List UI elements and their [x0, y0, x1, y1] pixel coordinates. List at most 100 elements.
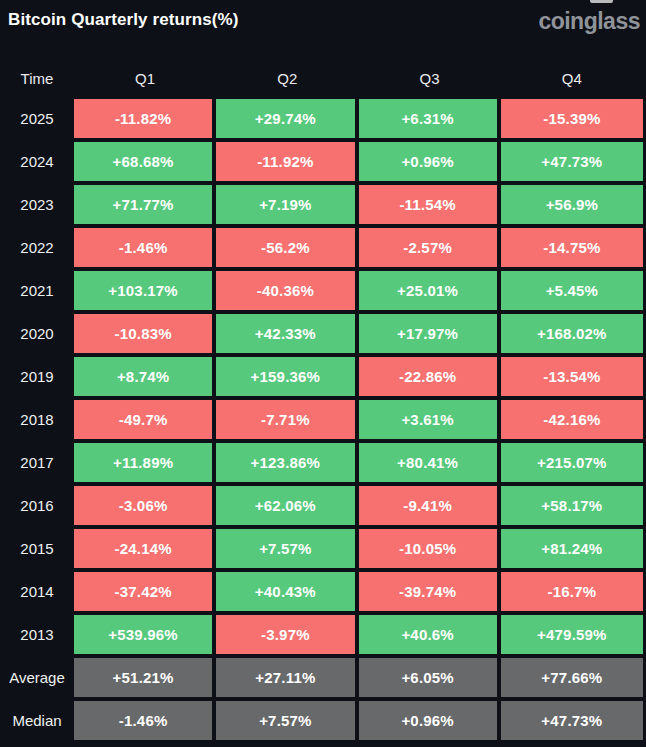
- return-cell: +25.01%: [359, 271, 497, 310]
- return-cell: +77.66%: [501, 658, 643, 697]
- column-header-q4: Q4: [501, 70, 643, 87]
- page-title: Bitcoin Quarterly returns(%): [8, 10, 238, 30]
- return-cell: -16.7%: [501, 572, 643, 611]
- return-cell: +40.6%: [359, 615, 497, 654]
- table-row: 2024+68.68%-11.92%+0.96%+47.73%: [0, 142, 646, 181]
- table-row: Median-1.46%+7.57%+0.96%+47.73%: [0, 701, 646, 740]
- return-cell: -1.46%: [74, 701, 212, 740]
- column-header-q2: Q2: [216, 70, 358, 87]
- return-cell: -7.71%: [216, 400, 354, 439]
- return-cell: -10.05%: [359, 529, 497, 568]
- return-cell: +47.73%: [501, 701, 643, 740]
- return-cell: +80.41%: [359, 443, 497, 482]
- table-row: 2018-49.7%-7.71%+3.61%-42.16%: [0, 400, 646, 439]
- row-label: Average: [0, 658, 74, 697]
- return-cell: +68.68%: [74, 142, 212, 181]
- table-row: 2016-3.06%+62.06%-9.41%+58.17%: [0, 486, 646, 525]
- return-cell: -56.2%: [216, 228, 354, 267]
- row-label: 2023: [0, 185, 74, 224]
- return-cell: +40.43%: [216, 572, 354, 611]
- return-cell: -3.06%: [74, 486, 212, 525]
- return-cell: +539.96%: [74, 615, 212, 654]
- row-label: 2017: [0, 443, 74, 482]
- table-row: 2020-10.83%+42.33%+17.97%+168.02%: [0, 314, 646, 353]
- return-cell: -9.41%: [359, 486, 497, 525]
- return-cell: +51.21%: [74, 658, 212, 697]
- table-row: 2025-11.82%+29.74%+6.31%-15.39%: [0, 99, 646, 138]
- return-cell: -15.39%: [501, 99, 643, 138]
- return-cell: +215.07%: [501, 443, 643, 482]
- return-cell: +47.73%: [501, 142, 643, 181]
- column-header-row: Time Q1 Q2 Q3 Q4: [0, 60, 646, 96]
- return-cell: -42.16%: [501, 400, 643, 439]
- return-cell: +6.31%: [359, 99, 497, 138]
- table-row: 2015-24.14%+7.57%-10.05%+81.24%: [0, 529, 646, 568]
- return-cell: +103.17%: [74, 271, 212, 310]
- return-cell: +62.06%: [216, 486, 354, 525]
- return-cell: +7.57%: [216, 701, 354, 740]
- return-cell: -14.75%: [501, 228, 643, 267]
- table-row: 2019+8.74%+159.36%-22.86%-13.54%: [0, 357, 646, 396]
- return-cell: +58.17%: [501, 486, 643, 525]
- scrollbar-thumb-artifact: [590, 0, 613, 3]
- return-cell: -37.42%: [74, 572, 212, 611]
- return-cell: +11.89%: [74, 443, 212, 482]
- return-cell: -11.54%: [359, 185, 497, 224]
- return-cell: -24.14%: [74, 529, 212, 568]
- table-row: 2023+71.77%+7.19%-11.54%+56.9%: [0, 185, 646, 224]
- return-cell: +0.96%: [359, 701, 497, 740]
- return-cell: -3.97%: [216, 615, 354, 654]
- returns-table-body: 2025-11.82%+29.74%+6.31%-15.39% 2024+68.6…: [0, 99, 646, 740]
- row-label: 2021: [0, 271, 74, 310]
- coinglass-logo[interactable]: coinglass: [538, 10, 640, 33]
- return-cell: +3.61%: [359, 400, 497, 439]
- column-header-q1: Q1: [74, 70, 216, 87]
- row-label: 2015: [0, 529, 74, 568]
- top-bar: Bitcoin Quarterly returns(%) coinglass: [0, 0, 646, 52]
- row-label: 2020: [0, 314, 74, 353]
- return-cell: -11.82%: [74, 99, 212, 138]
- return-cell: -22.86%: [359, 357, 497, 396]
- row-label: 2014: [0, 572, 74, 611]
- table-row: 2017+11.89%+123.86%+80.41%+215.07%: [0, 443, 646, 482]
- return-cell: +7.57%: [216, 529, 354, 568]
- return-cell: +17.97%: [359, 314, 497, 353]
- return-cell: +81.24%: [501, 529, 643, 568]
- row-label: 2013: [0, 615, 74, 654]
- table-row: 2022-1.46%-56.2%-2.57%-14.75%: [0, 228, 646, 267]
- return-cell: -49.7%: [74, 400, 212, 439]
- return-cell: +42.33%: [216, 314, 354, 353]
- return-cell: +27.11%: [216, 658, 354, 697]
- return-cell: +56.9%: [501, 185, 643, 224]
- row-label: 2019: [0, 357, 74, 396]
- return-cell: -2.57%: [359, 228, 497, 267]
- return-cell: +5.45%: [501, 271, 643, 310]
- return-cell: -1.46%: [74, 228, 212, 267]
- return-cell: +71.77%: [74, 185, 212, 224]
- table-row: 2021+103.17%-40.36%+25.01%+5.45%: [0, 271, 646, 310]
- return-cell: +0.96%: [359, 142, 497, 181]
- return-cell: +123.86%: [216, 443, 354, 482]
- row-label: 2025: [0, 99, 74, 138]
- row-label: 2022: [0, 228, 74, 267]
- row-label: Median: [0, 701, 74, 740]
- row-label: 2018: [0, 400, 74, 439]
- return-cell: +479.59%: [501, 615, 643, 654]
- return-cell: -39.74%: [359, 572, 497, 611]
- return-cell: -40.36%: [216, 271, 354, 310]
- return-cell: +7.19%: [216, 185, 354, 224]
- row-label: 2016: [0, 486, 74, 525]
- column-header-time: Time: [0, 70, 74, 87]
- table-row: 2014-37.42%+40.43%-39.74%-16.7%: [0, 572, 646, 611]
- return-cell: +29.74%: [216, 99, 354, 138]
- return-cell: -11.92%: [216, 142, 354, 181]
- return-cell: -13.54%: [501, 357, 643, 396]
- table-row: 2013+539.96%-3.97%+40.6%+479.59%: [0, 615, 646, 654]
- return-cell: -10.83%: [74, 314, 212, 353]
- row-label: 2024: [0, 142, 74, 181]
- table-row: Average+51.21%+27.11%+6.05%+77.66%: [0, 658, 646, 697]
- return-cell: +168.02%: [501, 314, 643, 353]
- return-cell: +159.36%: [216, 357, 354, 396]
- column-header-q3: Q3: [359, 70, 501, 87]
- return-cell: +8.74%: [74, 357, 212, 396]
